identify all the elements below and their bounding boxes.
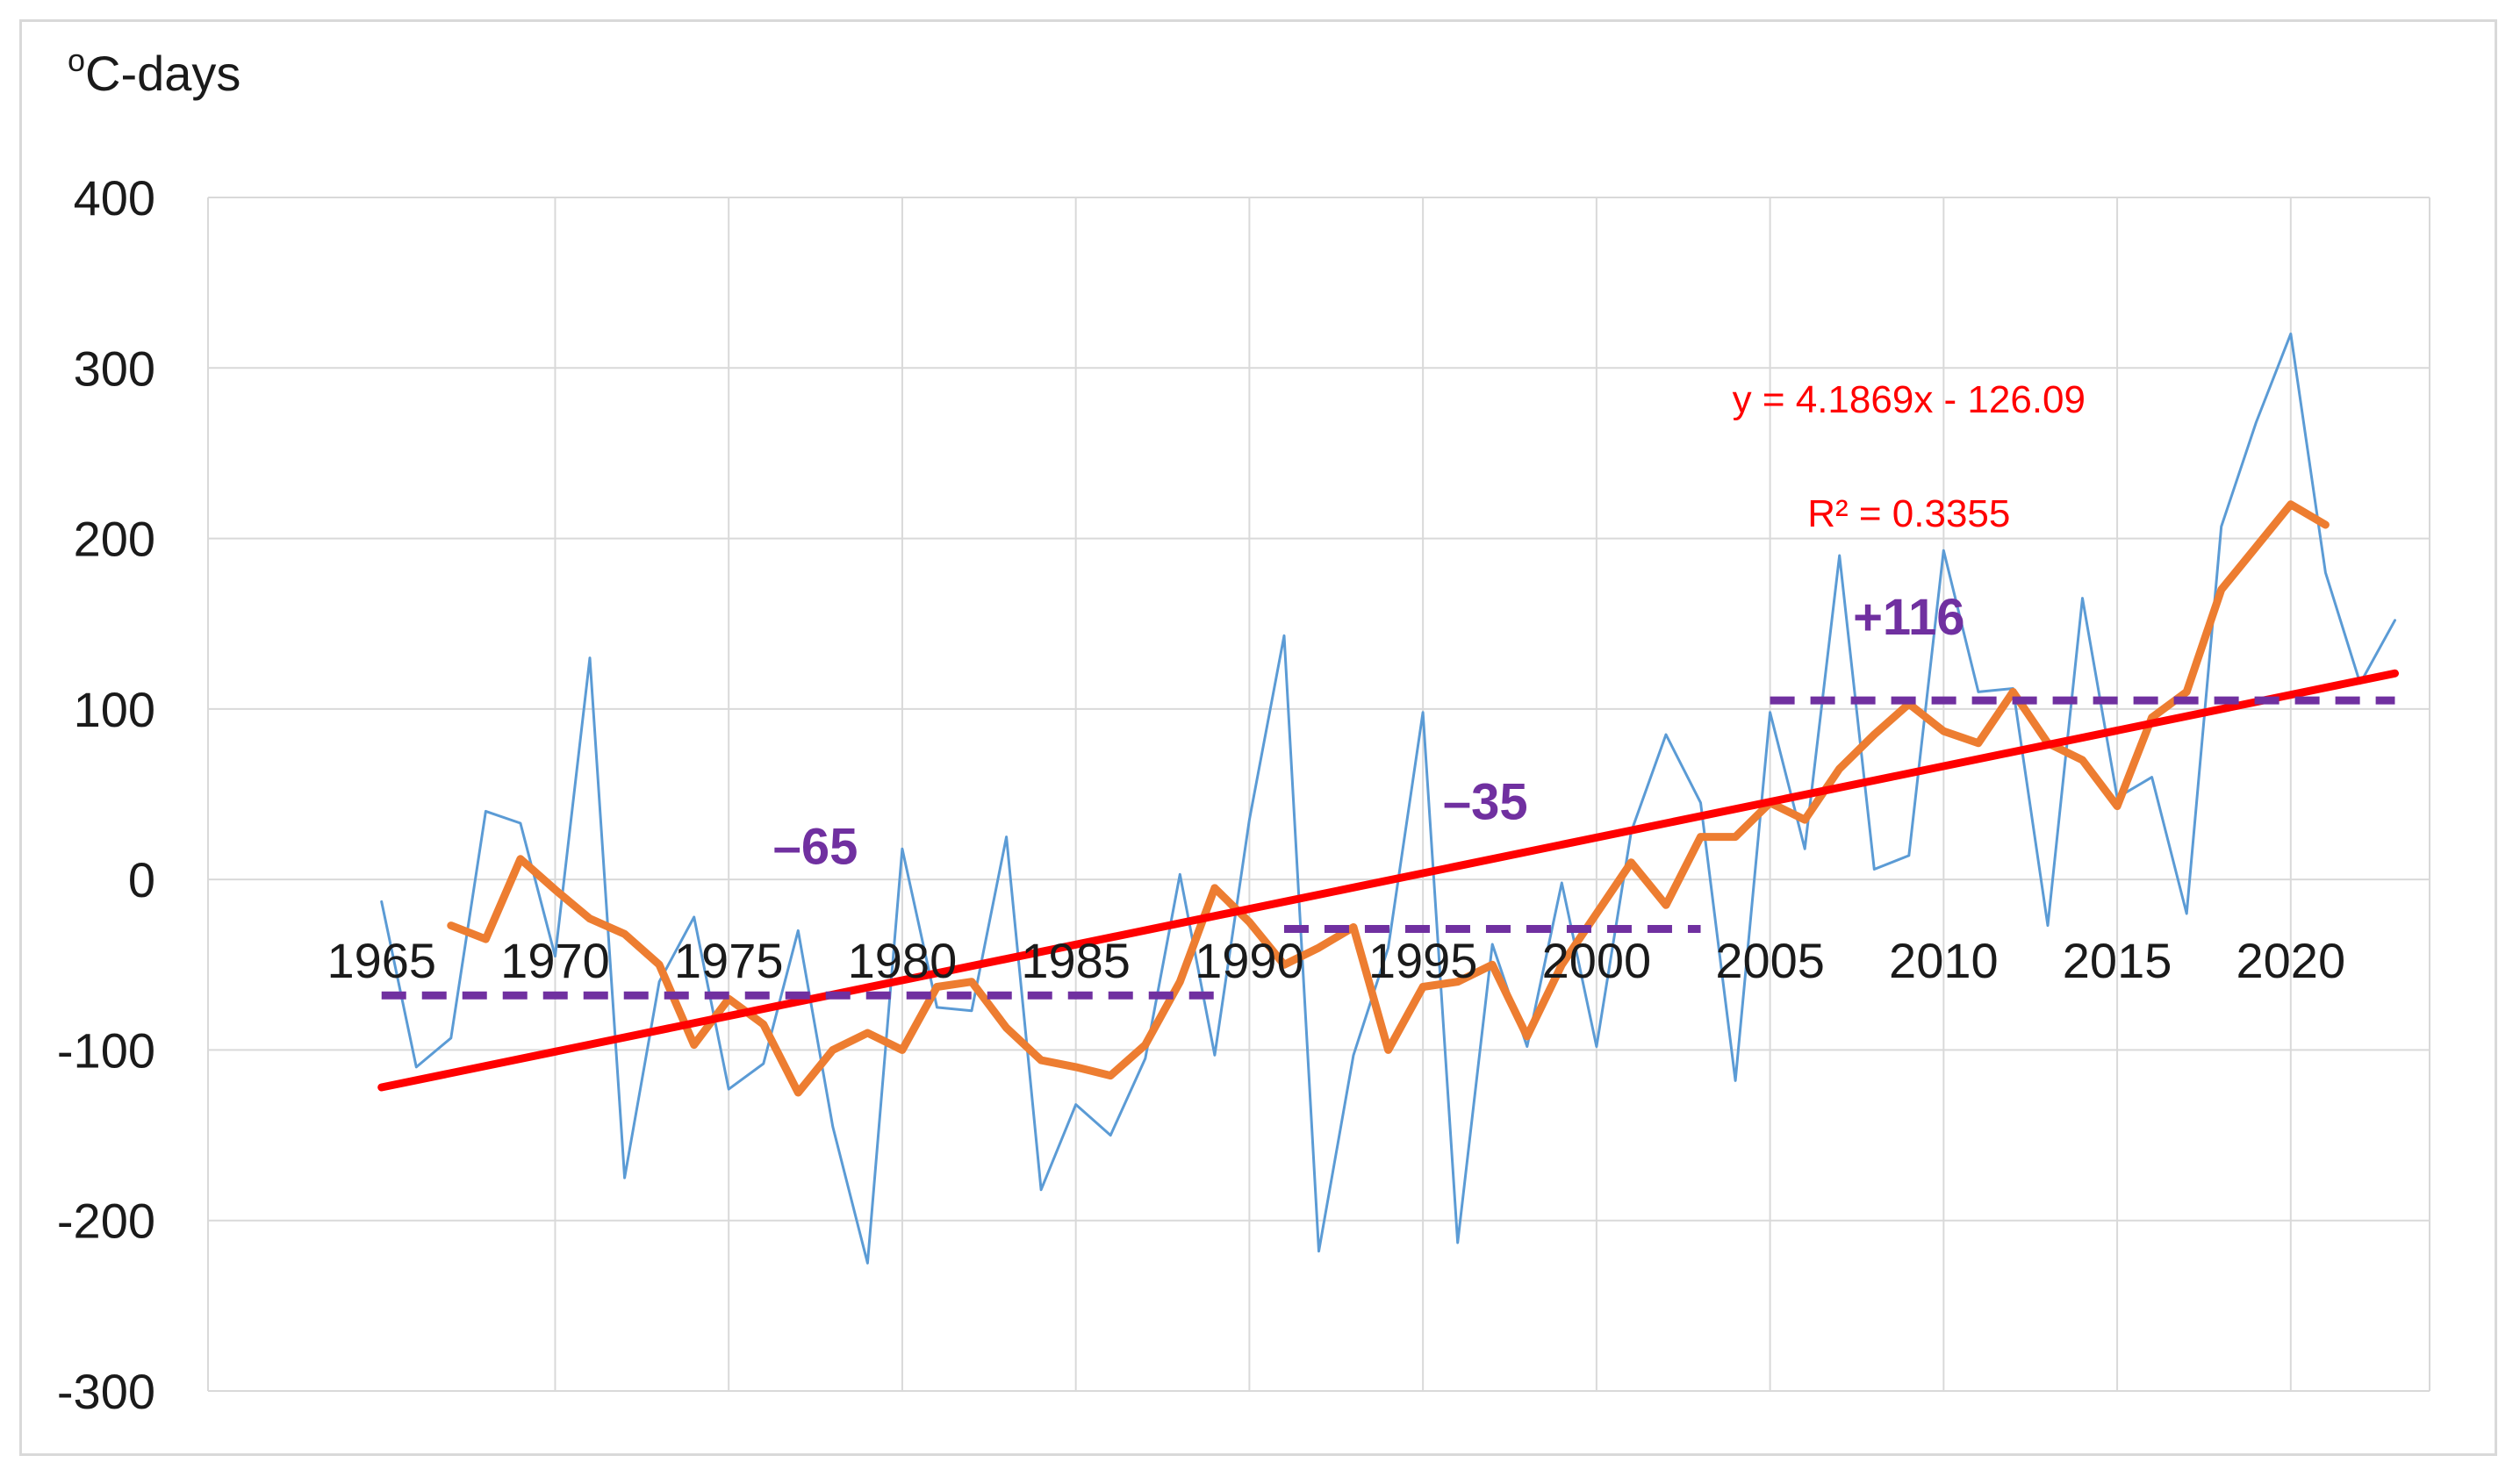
y-tick-label: -200: [57, 1194, 155, 1249]
grid-lines: [207, 197, 2430, 1392]
y-tick-label: 300: [74, 341, 155, 396]
y-tick-label: 200: [74, 512, 155, 567]
y-tick-label: -100: [57, 1022, 155, 1078]
x-tick-label: 1995: [1368, 933, 1478, 988]
annotations: –65 –35 +116 y = 4.1869x - 126.09 R² = 0.335…: [773, 378, 2086, 875]
period-mean-lines: [381, 696, 2395, 1000]
x-tick-label: 1970: [500, 933, 610, 988]
x-tick-label: 1980: [848, 933, 958, 988]
period-mean-label: +116: [1853, 589, 1964, 646]
x-tick-label: 1990: [1195, 933, 1304, 988]
x-tick-label: 1985: [1021, 933, 1131, 988]
x-tick-label: 2010: [1889, 933, 1999, 988]
y-tick-label: 0: [128, 852, 155, 907]
trend-equation: y = 4.1869x - 126.09: [1733, 378, 2086, 421]
x-tick-label: 2000: [1542, 933, 1652, 988]
y-axis-unit-label: oC-days: [68, 42, 241, 101]
x-tick-label: 1965: [327, 933, 436, 988]
y-axis-ticks: 400 300 200 100 0 -100 -200 -300: [57, 170, 155, 1419]
x-tick-label: 2005: [1715, 933, 1825, 988]
moving-average-line: [447, 500, 2330, 1097]
x-tick-label: 2020: [2236, 933, 2346, 988]
trend-r-squared: R² = 0.3355: [1807, 492, 2010, 535]
chart-frame: 400 300 200 100 0 -100 -200 -300 1965 1970 1975 19…: [19, 19, 2497, 1456]
series-group: [377, 332, 2399, 1265]
trend-line: [377, 669, 2399, 1092]
y-tick-label: 400: [74, 170, 155, 226]
y-tick-label: -300: [57, 1364, 155, 1419]
y-tick-label: 100: [74, 682, 155, 737]
x-tick-label: 1975: [674, 933, 784, 988]
x-tick-label: 2015: [2063, 933, 2172, 988]
period-mean-label: –35: [1443, 773, 1528, 830]
period-mean-label: –65: [773, 818, 858, 875]
annual-series-line: [380, 332, 2396, 1265]
x-axis-ticks: 1965 1970 1975 1980 1985 1990 1995 2000 2005 2010…: [327, 933, 2345, 988]
